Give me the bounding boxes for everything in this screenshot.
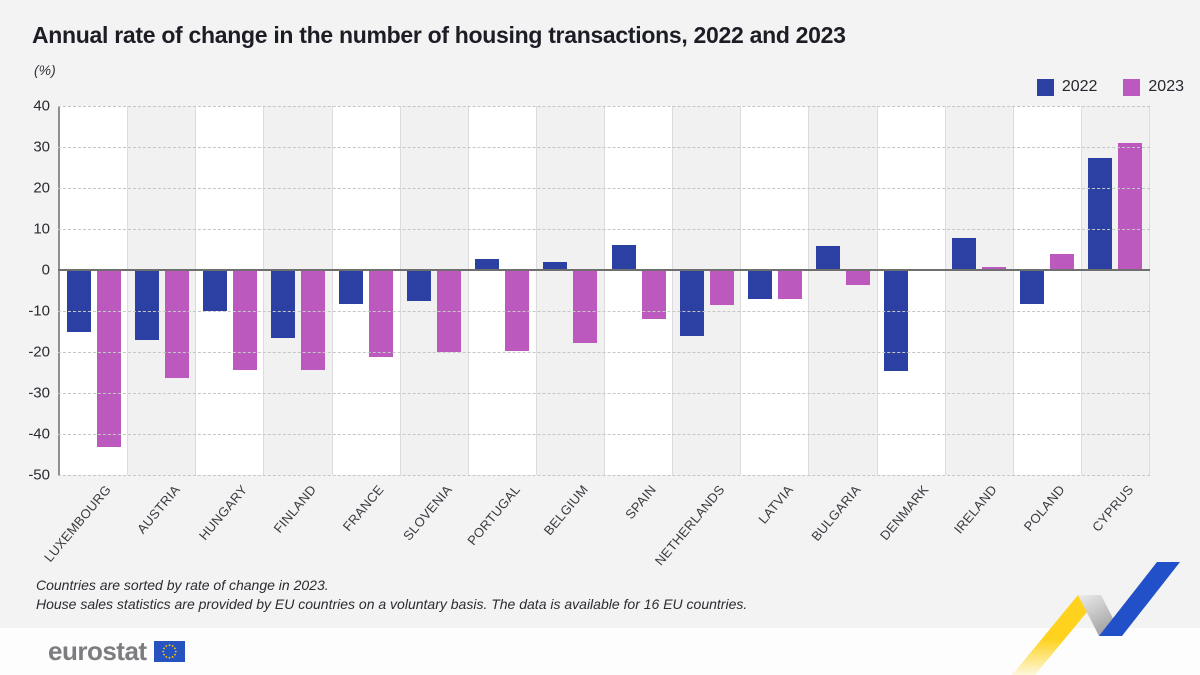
y-tick-label--30: -30 [28,384,50,402]
unit-label: (%) [34,62,56,78]
x-axis-label-hungary: HUNGARY [196,482,251,543]
footnotes: Countries are sorted by rate of change i… [36,576,747,614]
bar-poland-2023 [1050,253,1075,270]
bar-spain-2023 [641,270,666,319]
y-tick-label-40: 40 [33,97,50,115]
country-band-latvia: LATVIA [741,106,810,527]
x-axis-label-poland: POLAND [1021,482,1069,534]
legend-label-2023: 2023 [1148,78,1184,95]
bar-finland-2022 [270,270,295,338]
bar-france-2023 [369,270,394,358]
y-tick-label--50: -50 [28,466,50,484]
trend-zigzag-graphic [1012,562,1180,675]
chart-legend: 2022 2023 [1036,78,1184,96]
y-tick-label-20: 20 [33,179,50,197]
bar-denmark-2023 [914,268,939,270]
bar-latvia-2023 [777,270,802,299]
bar-finland-2023 [300,270,325,370]
x-axis-label-spain: SPAIN [622,482,660,522]
country-band-ireland: IRELAND [945,106,1014,536]
country-band-poland: POLAND [1013,106,1082,534]
bar-cyprus-2023 [1118,142,1143,270]
bar-france-2022 [339,270,364,304]
bar-portugal-2023 [505,270,530,352]
country-band-finland: FINLAND [264,106,333,536]
bar-austria-2023 [164,270,189,379]
bar-netherlands-2022 [679,270,704,336]
chart-plot: LUXEMBOURG AUSTRIA HUNGARY FINLAND FRANCE SLO… [42,106,1150,568]
x-axis-label-latvia: LATVIA [754,482,796,527]
bar-luxembourg-2022 [66,270,91,332]
country-band-netherlands: NETHERLANDS [652,106,742,568]
country-band-austria: AUSTRIA [128,106,197,536]
x-axis-label-netherlands: NETHERLANDS [651,482,728,569]
eu-flag-icon [153,640,185,662]
legend-item-2022: 2022 [1036,78,1098,96]
x-axis-label-finland: FINLAND [270,482,319,536]
bar-portugal-2022 [475,258,500,270]
zigzag-yellow-stroke [1012,595,1101,675]
bar-hungary-2023 [232,270,257,371]
bar-denmark-2022 [884,270,909,371]
x-axis-label-france: FRANCE [339,482,387,534]
country-band-slovenia: SLOVENIA [400,106,469,543]
bar-ireland-2022 [952,238,977,270]
country-band-belgium: BELGIUM [536,106,605,538]
bar-luxembourg-2023 [96,270,121,448]
bar-ireland-2023 [982,267,1007,270]
bar-bulgaria-2023 [845,270,870,286]
page-title: Annual rate of change in the number of h… [32,22,846,48]
bar-poland-2022 [1020,270,1045,305]
footnote-line-2: House sales statistics are provided by E… [36,596,748,612]
x-axis-label-ireland: IRELAND [950,482,1001,537]
y-axis-labels: 40 30 20 10 0 -10 -20 -30 -40 -50 [0,98,50,484]
legend-swatch-2022 [1036,78,1054,96]
x-axis-label-portugal: PORTUGAL [464,482,524,549]
x-axis-label-slovenia: SLOVENIA [400,482,456,544]
y-tick-label-30: 30 [33,138,50,156]
footnote-line-1: Countries are sorted by rate of change i… [36,577,329,593]
y-tick-label--10: -10 [28,302,50,320]
x-axis-label-luxembourg: LUXEMBOURG [41,482,115,565]
country-band-portugal: PORTUGAL [464,106,537,548]
country-band-denmark: DENMARK [877,106,946,543]
y-tick-label--20: -20 [28,343,50,361]
legend-item-2023: 2023 [1123,78,1184,96]
country-band-cyprus: CYPRUS [1081,106,1150,535]
bar-bulgaria-2022 [815,245,840,270]
x-axis-label-austria: AUSTRIA [133,482,183,537]
y-tick-label-10: 10 [33,220,50,238]
eurostat-logo-text: eurostat [48,635,147,666]
bar-hungary-2022 [202,270,227,311]
country-band-hungary: HUNGARY [196,106,265,543]
x-axis-label-bulgaria: BULGARIA [808,482,864,544]
bar-belgium-2023 [573,270,598,344]
eurostat-logo: eurostat [48,632,185,670]
zigzag-blue-stroke [1099,562,1180,636]
legend-swatch-2023 [1123,78,1141,96]
gridline--50 [58,475,1150,476]
eu-flag-stars [161,643,177,659]
country-band-france: FRANCE [332,106,401,534]
bar-cyprus-2022 [1088,158,1113,270]
y-tick-label--40: -40 [28,425,50,443]
bar-austria-2022 [134,270,159,340]
bar-belgium-2022 [543,262,568,270]
x-axis-label-belgium: BELGIUM [540,482,592,539]
country-band-bulgaria: BULGARIA [808,106,878,544]
country-band-spain: SPAIN [605,106,674,522]
bar-latvia-2022 [747,270,772,299]
footer-strip [0,628,1200,675]
bar-spain-2022 [611,244,636,270]
bar-netherlands-2023 [709,270,734,305]
x-axis-label-cyprus: CYPRUS [1088,482,1137,535]
country-band-luxembourg: LUXEMBOURG [42,106,129,565]
bar-slovenia-2022 [407,270,432,302]
bar-slovenia-2023 [437,270,462,353]
x-axis-label-denmark: DENMARK [877,482,932,544]
y-tick-label-0: 0 [41,261,50,279]
legend-label-2022: 2022 [1061,78,1098,95]
